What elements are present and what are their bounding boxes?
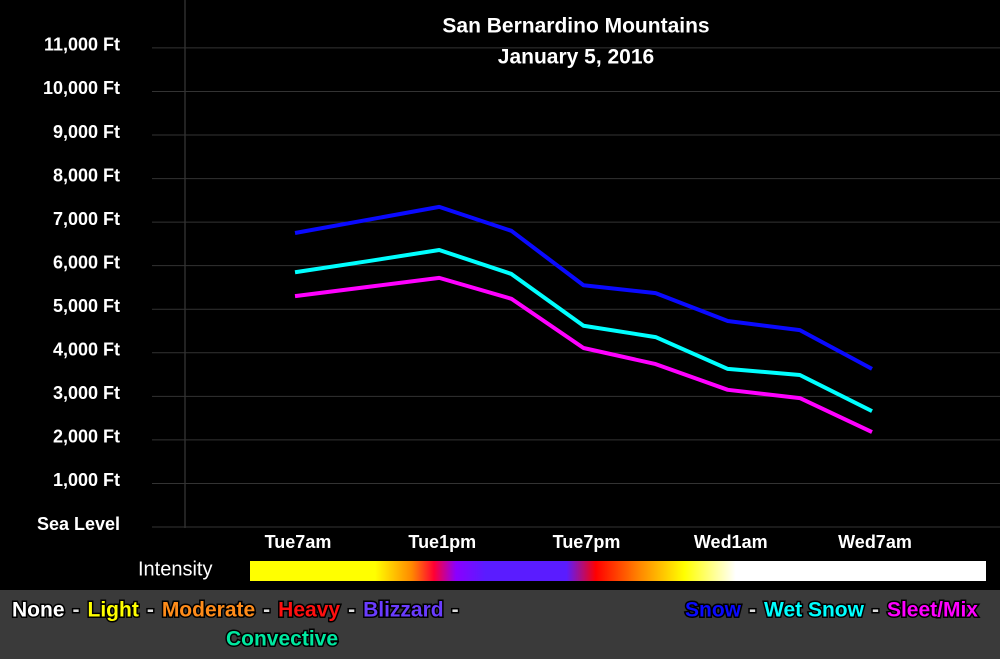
y-tick-label: 8,000 Ft xyxy=(53,165,120,185)
chart-subtitle: January 5, 2016 xyxy=(498,46,654,69)
legend-separator: - xyxy=(872,599,879,622)
intensity-legend-item: Moderate xyxy=(162,599,255,622)
x-tick-label: Tue1pm xyxy=(408,532,476,552)
y-tick-label: 3,000 Ft xyxy=(53,383,120,403)
x-tick-label: Tue7am xyxy=(265,532,332,552)
intensity-legend-item: Blizzard xyxy=(363,599,444,622)
legend-item: Snow xyxy=(685,599,742,622)
legend: None - Light - Moderate - Heavy - Blizzard -Conve… xyxy=(11,597,980,652)
legend-item: Wet Snow xyxy=(764,599,865,622)
x-tick-label: Tue7pm xyxy=(553,532,621,552)
grid: Sea Level 1,000 Ft 2,000 Ft 3,000 Ft 4,000 F… xyxy=(37,35,1000,552)
intensity-bar xyxy=(250,561,986,581)
intensity-legend-item: Convective xyxy=(226,628,338,651)
legend-panel xyxy=(0,590,1000,659)
y-tick-label: Sea Level xyxy=(37,514,120,534)
y-tick-label: 7,000 Ft xyxy=(53,209,120,229)
legend-separator: - xyxy=(749,599,756,622)
intensity-legend-item: Light xyxy=(88,599,139,622)
series-line xyxy=(294,247,873,413)
legend-separator: - xyxy=(73,599,80,622)
intensity-legend-item: None xyxy=(12,599,65,622)
intensity-legend-item: Heavy xyxy=(278,599,340,622)
y-tick-label: 1,000 Ft xyxy=(53,470,120,490)
series-line xyxy=(294,204,873,371)
legend-separator: - xyxy=(263,599,270,622)
legend-separator: - xyxy=(452,599,459,622)
x-tick-label: Wed7am xyxy=(838,532,912,552)
legend-item: Sleet/Mix xyxy=(887,599,978,622)
legend-separator: - xyxy=(147,599,154,622)
y-tick-label: 4,000 Ft xyxy=(53,340,120,360)
x-tick-label: Wed1am xyxy=(694,532,768,552)
y-tick-label: 6,000 Ft xyxy=(53,252,120,272)
y-tick-label: 5,000 Ft xyxy=(53,296,120,316)
y-tick-label: 10,000 Ft xyxy=(43,78,120,98)
legend-separator: - xyxy=(348,599,355,622)
plot xyxy=(294,204,873,434)
y-tick-label: 9,000 Ft xyxy=(53,122,120,142)
intensity-label: Intensity xyxy=(138,558,212,580)
chart-title: San Bernardino Mountains xyxy=(442,15,709,38)
series-line xyxy=(294,275,873,434)
y-tick-label: 11,000 Ft xyxy=(44,35,120,55)
y-tick-label: 2,000 Ft xyxy=(53,427,120,447)
